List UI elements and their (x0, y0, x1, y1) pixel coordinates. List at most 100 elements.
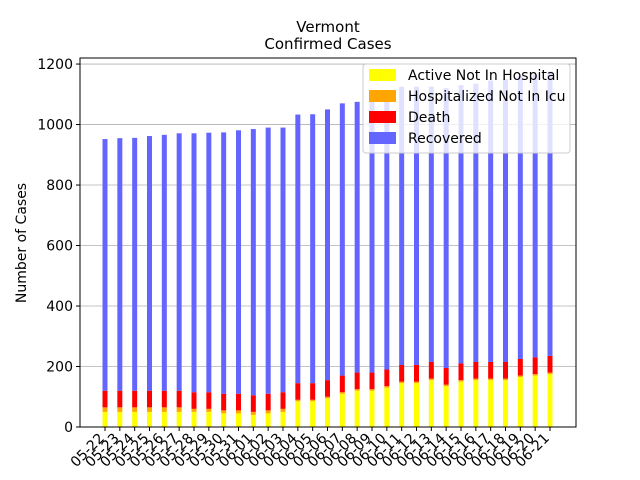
bar-segment (221, 132, 227, 394)
bars-layer (102, 71, 553, 427)
bar-segment (354, 390, 360, 427)
bar-segment (354, 389, 360, 391)
legend-label: Hospitalized Not In Icu (408, 89, 565, 105)
bar-segment (117, 407, 123, 412)
bar-segment (399, 86, 405, 365)
bar-segment (369, 390, 375, 427)
bar-segment (176, 407, 182, 412)
bar-segment (280, 127, 286, 393)
bar-segment (443, 386, 449, 427)
chart-subtitle: Confirmed Cases (264, 35, 391, 53)
bar-segment (458, 363, 464, 381)
bar-segment (428, 86, 434, 362)
legend-box (362, 63, 571, 154)
bar-segment (354, 101, 360, 373)
bar-segment (428, 378, 434, 381)
bar-segment (310, 399, 316, 402)
bar-segment (325, 380, 330, 397)
bar-segment (161, 390, 167, 408)
bar-segment (473, 378, 479, 381)
bar-segment (102, 407, 108, 412)
bar-segment (399, 383, 405, 427)
bar-segment (191, 392, 197, 409)
bar-segment (250, 414, 256, 427)
bar-segment (354, 372, 360, 390)
y-tick-label: 0 (64, 420, 73, 436)
bar-segment (384, 369, 390, 387)
bar-segment (236, 393, 241, 411)
bar-segment (369, 100, 375, 373)
bar-segment (384, 386, 390, 388)
bar-segment (117, 411, 123, 427)
bar-segment (206, 132, 212, 393)
bar-segment (503, 79, 508, 362)
y-tick-label: 200 (46, 360, 73, 376)
bar-segment (250, 411, 256, 415)
bar-segment (176, 133, 182, 391)
bar-segment (280, 392, 286, 409)
bar-segment (414, 381, 419, 384)
bar-segment (221, 410, 227, 414)
bar-segment (191, 411, 197, 427)
bar-segment (147, 411, 152, 427)
bar-segment (250, 129, 256, 396)
x-axis: 05-2205-2305-2405-2505-2605-2705-2805-29… (68, 427, 553, 471)
legend-swatch (369, 132, 396, 144)
bar-segment (236, 410, 241, 414)
bar-segment (295, 401, 301, 427)
bar-segment (547, 71, 553, 356)
bar-segment (161, 407, 167, 412)
bar-segment (295, 114, 301, 384)
y-tick-label: 400 (46, 299, 73, 315)
bar-segment (414, 383, 419, 427)
bar-segment (206, 392, 212, 409)
bar-segment (369, 372, 375, 390)
bar-segment (443, 368, 449, 385)
bar-segment (265, 393, 271, 411)
y-axis: 0 200 400 600 800 1000 1200 (37, 57, 80, 436)
bar-segment (102, 411, 108, 427)
bar-segment (132, 407, 138, 412)
bar-segment (428, 361, 434, 379)
bar-segment (147, 390, 152, 408)
bar-segment (547, 372, 553, 375)
bar-segment (532, 374, 538, 376)
bar-segment (488, 378, 494, 381)
bar-segment (250, 395, 256, 412)
bar-segment (236, 413, 241, 427)
bar-segment (443, 384, 449, 387)
bar-segment (132, 411, 138, 427)
bar-segment (102, 139, 108, 391)
bar-segment (532, 375, 538, 427)
bar-segment (117, 390, 123, 408)
bar-segment (310, 114, 316, 384)
bar-segment (369, 389, 375, 391)
bar-segment (414, 364, 419, 382)
bar-segment (191, 408, 197, 412)
bar-segment (547, 374, 553, 427)
bar-segment (295, 383, 301, 400)
bar-segment (384, 94, 390, 370)
bar-segment (532, 357, 538, 375)
bar-segment (443, 88, 449, 369)
bar-segment (517, 76, 523, 359)
bar-segment (399, 381, 405, 384)
bar-segment (458, 380, 464, 382)
bar-segment (191, 133, 197, 393)
bar-segment (517, 377, 523, 427)
bar-segment (458, 381, 464, 427)
bar-segment (310, 383, 316, 400)
bar-segment (517, 358, 523, 376)
bar-segment (414, 86, 419, 365)
bar-segment (147, 136, 152, 391)
legend-swatch (369, 111, 396, 123)
bar-segment (206, 411, 212, 427)
legend: Active Not In Hospital Hospitalized Not I… (362, 63, 571, 154)
bar-segment (325, 109, 330, 381)
bar-segment (339, 375, 345, 393)
bar-segment (532, 74, 538, 358)
bar-segment (221, 393, 227, 411)
bar-segment (176, 390, 182, 408)
chart-title: Vermont (296, 18, 360, 36)
